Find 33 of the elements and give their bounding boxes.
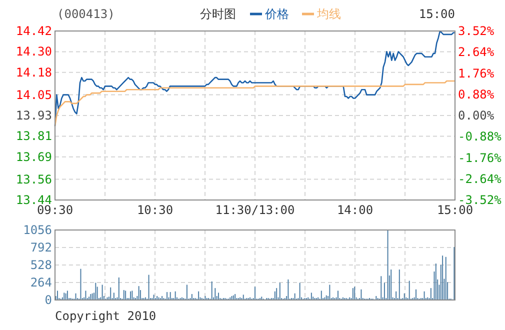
y2-tick-label: 3.52% <box>458 24 495 38</box>
x-tick-label: 14:00 <box>336 203 374 217</box>
x-tick-label: 15:00 <box>436 203 474 217</box>
y-tick-label: 792 <box>30 240 52 254</box>
x-tick-label: 11:30/13:00 <box>215 203 295 217</box>
y2-tick-label: -2.64% <box>458 172 502 186</box>
chart-title: 分时图 <box>200 7 236 21</box>
y-tick-label: 264 <box>30 276 52 290</box>
y-tick-label: 14.30 <box>16 44 52 59</box>
y2-tick-label: 0.00% <box>458 108 495 122</box>
y-tick-label: 528 <box>30 258 52 272</box>
y-tick-label: 0 <box>44 293 52 307</box>
y-tick-label: 13.69 <box>16 150 52 164</box>
chart-subtitle: (000413) <box>57 7 115 21</box>
y-tick-label: 14.18 <box>16 65 52 80</box>
text: Copyright 2010 <box>55 309 156 323</box>
y2-tick-label: -1.76% <box>458 150 502 165</box>
y2-tick-label: 2.64% <box>458 45 495 60</box>
y-tick-label: 1056 <box>23 223 52 237</box>
y2-tick-label: -0.88% <box>458 130 502 144</box>
y-tick-label: 13.93 <box>16 108 52 122</box>
y-tick-label: 14.42 <box>16 24 52 38</box>
y2-tick-label: 0.88% <box>458 87 495 102</box>
text: 15:00 <box>418 7 455 21</box>
y-tick-label: 14.05 <box>16 88 52 102</box>
x-tick-label: 09:30 <box>36 203 74 217</box>
legend-label: 均线 <box>316 7 341 21</box>
legend-label: 价格 <box>264 7 289 21</box>
y-tick-label: 13.81 <box>16 129 52 144</box>
y2-tick-label: 1.76% <box>458 66 495 80</box>
line-series <box>54 80 456 126</box>
x-tick-label: 10:30 <box>136 203 174 217</box>
y-tick-label: 13.56 <box>16 172 52 186</box>
